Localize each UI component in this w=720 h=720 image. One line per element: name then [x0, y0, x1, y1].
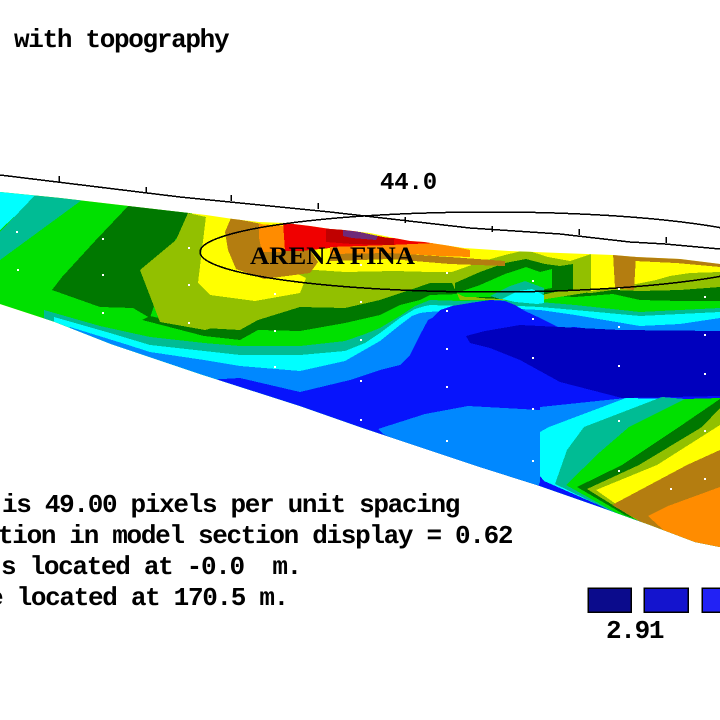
svg-text:e located at 170.5 m.: e located at 170.5 m.: [0, 583, 288, 613]
svg-text:is 49.00 pixels per unit spaci: is 49.00 pixels per unit spacing: [2, 490, 460, 520]
svg-text:tion in model section display: tion in model section display = 0.62: [0, 521, 513, 551]
svg-text:with topography: with topography: [14, 25, 230, 55]
svg-text:2.91: 2.91: [606, 616, 664, 646]
svg-text:ARENA FINA: ARENA FINA: [250, 243, 415, 270]
svg-text:44.0: 44.0: [380, 170, 437, 197]
svg-text:s located at -0.0 m.: s located at -0.0 m.: [1, 552, 301, 582]
